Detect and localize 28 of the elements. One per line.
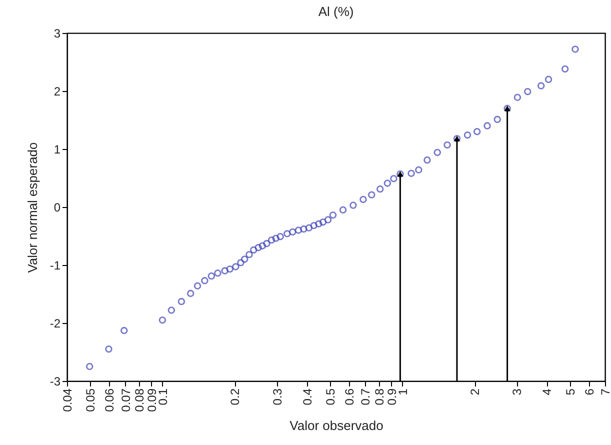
y-tick-label: -3	[50, 374, 61, 388]
x-tick-label: 0.5	[324, 388, 338, 406]
x-tick-label: 7	[598, 388, 611, 396]
x-tick-label: 0.4	[300, 388, 314, 406]
x-tick-label: 5	[563, 388, 578, 396]
x-tick-label: 0.04	[60, 388, 74, 412]
x-tick-label: 0.05	[84, 388, 98, 412]
x-tick-label: 0.3	[270, 388, 284, 406]
x-tick-label: 0.06	[102, 388, 117, 412]
y-tick-label: 3	[54, 26, 61, 40]
y-tick-label: 0	[54, 200, 61, 214]
x-tick-label: 2	[468, 388, 482, 396]
x-tick-label: 0.7	[358, 388, 373, 406]
x-tick-label: 3	[510, 388, 524, 396]
y-axis-title: Valor normal esperado	[24, 142, 40, 273]
x-tick-label: 0.2	[228, 388, 242, 406]
chart-title: Al (%)	[318, 4, 354, 19]
x-tick-label: 0.8	[372, 388, 387, 406]
x-tick-label: 0.07	[118, 388, 133, 412]
y-tick-label: 1	[54, 142, 61, 156]
y-tick-label: 2	[54, 84, 61, 98]
x-axis-title: Valor observado	[290, 418, 384, 433]
x-tick-label: 4	[540, 388, 554, 396]
x-tick-label: 0.08	[132, 388, 147, 412]
x-tick-label: 0.6	[342, 388, 357, 406]
y-tick-label: -2	[50, 316, 61, 330]
x-tick-label: 6	[582, 388, 596, 396]
y-tick-label: -1	[50, 258, 61, 272]
